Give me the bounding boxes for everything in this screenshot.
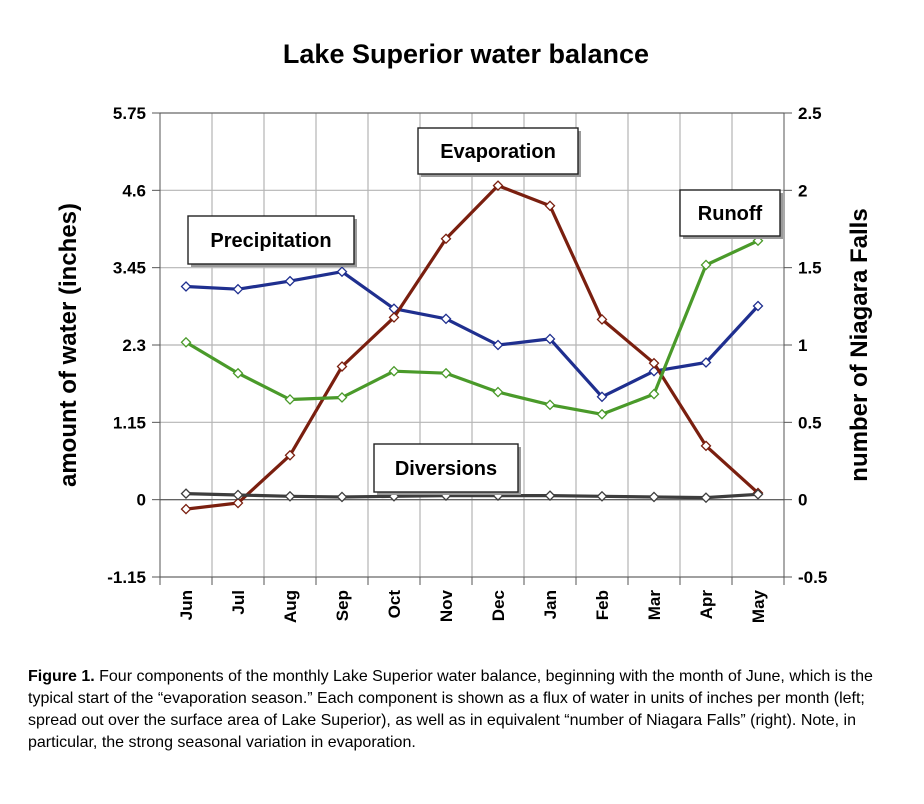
data-point-precipitation — [180, 281, 192, 292]
data-point-runoff — [284, 394, 296, 405]
y-axis-right-label: number of Niagara Falls — [846, 208, 873, 481]
data-series — [180, 180, 764, 515]
data-point-precipitation — [752, 300, 764, 312]
data-point-diversions — [596, 490, 608, 502]
y-right-tick-label: 0 — [798, 491, 807, 510]
y-right-tick-label: 0.5 — [798, 413, 822, 432]
series-line-evaporation — [185, 184, 760, 511]
callout-precipitation: Precipitation — [187, 215, 357, 267]
y-left-tick-label: 0 — [137, 491, 146, 510]
data-point-evaporation — [596, 314, 608, 325]
data-point-runoff — [180, 336, 192, 348]
series-callouts: Evaporation Precipitation Runoff Diversions — [187, 127, 783, 495]
x-tick-label: Sep — [333, 590, 352, 621]
x-tick-label: Jan — [541, 590, 560, 619]
data-point-precipitation — [492, 339, 504, 351]
axes — [152, 112, 792, 585]
series-line-diversions — [185, 492, 759, 500]
x-tick-label: Aug — [281, 590, 300, 623]
data-point-evaporation — [700, 440, 712, 452]
data-point-runoff — [440, 367, 452, 379]
data-point-diversions — [544, 490, 556, 502]
y-axis-left-label: amount of water (inches) — [55, 203, 82, 487]
data-point-runoff — [648, 388, 660, 400]
data-point-evaporation — [180, 503, 192, 515]
data-point-diversions — [336, 491, 348, 503]
data-point-precipitation — [232, 283, 244, 295]
callout-label: Precipitation — [210, 230, 331, 252]
callout-label: Runoff — [698, 203, 763, 225]
x-tick-label: Jul — [229, 590, 248, 615]
data-point-evaporation — [284, 449, 296, 461]
data-point-diversions — [700, 492, 712, 504]
y-left-tick-label: 1.15 — [113, 413, 146, 432]
data-point-evaporation — [440, 233, 452, 245]
data-point-runoff — [596, 408, 608, 420]
x-tick-label: Feb — [593, 590, 612, 620]
y-left-tick-label: 5.75 — [113, 104, 146, 123]
y-left-tick-label: -1.15 — [107, 568, 146, 587]
data-point-precipitation — [336, 266, 348, 278]
callout-box — [373, 443, 519, 493]
data-point-runoff — [388, 365, 400, 377]
callout-runoff: Runoff — [679, 189, 783, 239]
data-point-precipitation — [284, 275, 296, 287]
data-point-precipitation — [596, 391, 608, 403]
y-left-tick-label: 3.45 — [113, 259, 146, 278]
x-tick-label: Jun — [177, 590, 196, 620]
data-point-diversions — [284, 490, 296, 502]
y-right-tick-label: 2 — [798, 181, 807, 200]
y-left-tick-label: 4.6 — [122, 181, 146, 200]
caption-label: Figure 1. — [28, 668, 95, 685]
data-point-diversions — [180, 488, 192, 500]
x-tick-label: Oct — [385, 590, 404, 619]
x-tick-label: May — [749, 589, 768, 623]
data-point-precipitation — [440, 313, 452, 325]
data-point-diversions — [752, 488, 764, 500]
data-point-evaporation — [388, 312, 400, 323]
data-point-evaporation — [648, 357, 660, 369]
chart-title: Lake Superior water balance — [283, 39, 649, 69]
data-point-evaporation — [492, 180, 504, 192]
y-right-tick-label: 1.5 — [798, 259, 822, 278]
tick-labels: 5.75 2.5 4.6 2 3.45 1.5 2.3 1 1.15 0.5 0 0 -1.15 -0.5… — [107, 104, 827, 623]
data-point-diversions — [232, 489, 244, 501]
x-tick-label: Nov — [437, 589, 456, 622]
callout-box — [679, 189, 781, 237]
data-point-runoff — [232, 367, 244, 379]
data-point-diversions — [648, 491, 660, 503]
x-tick-label: Apr — [697, 590, 716, 620]
grid — [160, 112, 784, 578]
y-left-tick-label: 2.3 — [122, 336, 146, 355]
data-point-precipitation — [544, 333, 556, 345]
data-point-runoff — [544, 399, 556, 411]
callout-evaporation: Evaporation — [417, 127, 581, 177]
x-tick-label: Dec — [489, 590, 508, 621]
data-point-evaporation — [544, 200, 556, 212]
x-tick-label: Mar — [645, 590, 664, 621]
y-right-tick-label: 1 — [798, 336, 807, 355]
data-point-runoff — [700, 259, 712, 271]
data-point-evaporation — [232, 497, 244, 509]
data-point-precipitation — [700, 357, 712, 368]
data-point-runoff — [492, 386, 504, 398]
callout-diversions: Diversions — [373, 443, 521, 495]
callout-box — [417, 127, 579, 175]
series-line-runoff — [185, 239, 759, 416]
callout-label: Evaporation — [440, 141, 556, 163]
data-point-runoff — [336, 392, 348, 403]
water-balance-chart: Lake Superior water balance 5.75 2.5 4.6 2 3… — [55, 39, 873, 623]
y-right-tick-label: -0.5 — [798, 568, 827, 587]
caption-text: Four components of the monthly Lake Supe… — [28, 668, 873, 751]
callout-box — [187, 215, 355, 265]
y-right-tick-label: 2.5 — [798, 104, 822, 123]
data-point-evaporation — [336, 361, 348, 372]
callout-label: Diversions — [395, 458, 497, 480]
figure-caption: Figure 1. Four components of the monthly… — [28, 666, 900, 754]
